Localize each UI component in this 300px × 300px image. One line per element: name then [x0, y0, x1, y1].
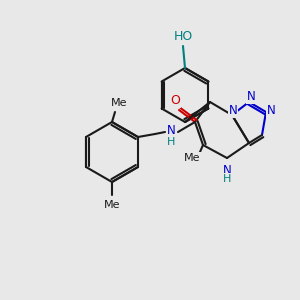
Text: N: N: [267, 104, 275, 118]
Text: Me: Me: [111, 98, 127, 108]
Text: N: N: [167, 124, 176, 137]
Text: N: N: [247, 91, 255, 103]
Text: O: O: [170, 94, 180, 107]
Text: H: H: [167, 137, 175, 147]
Text: N: N: [229, 104, 237, 118]
Text: Me: Me: [104, 200, 120, 210]
Text: N: N: [223, 164, 231, 176]
Text: Me: Me: [184, 153, 200, 163]
Text: HO: HO: [173, 31, 193, 44]
Text: H: H: [223, 174, 231, 184]
